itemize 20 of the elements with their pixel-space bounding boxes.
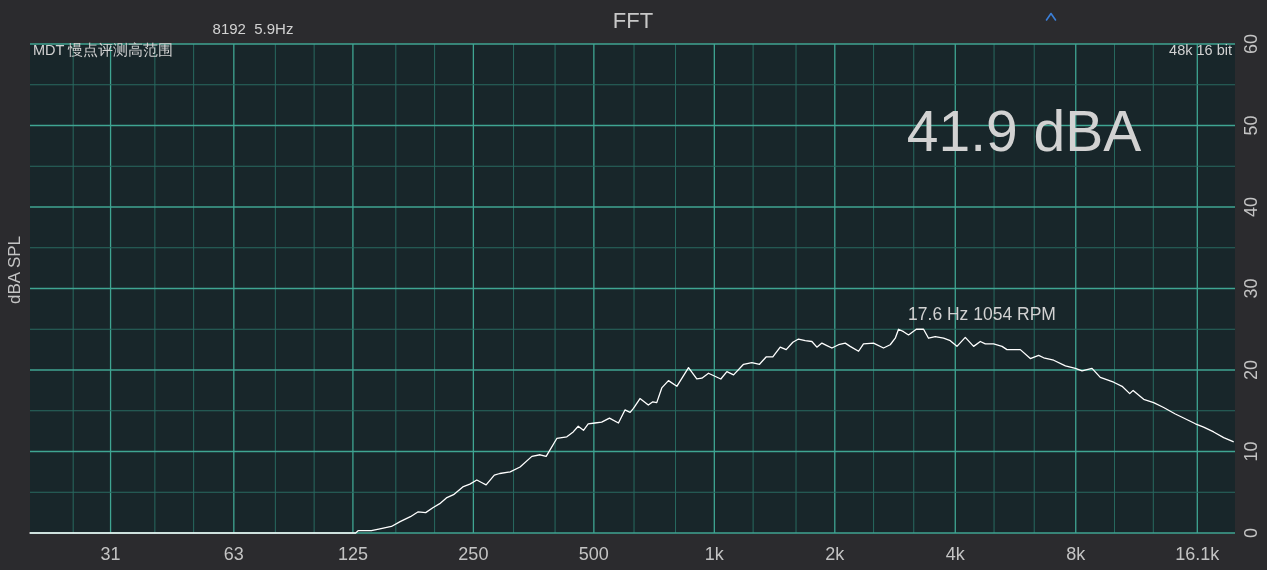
y-tick-label: 60 bbox=[1241, 33, 1261, 55]
y-axis-title: dBA SPL bbox=[4, 235, 24, 305]
y-tick-label: 0 bbox=[1241, 527, 1261, 539]
x-tick-label: 16.1k bbox=[1175, 544, 1221, 564]
y-tick-label: 40 bbox=[1241, 196, 1261, 218]
y-tick-label: 30 bbox=[1241, 278, 1261, 299]
x-tick-label: 125 bbox=[337, 544, 368, 564]
y-tick-label: 10 bbox=[1241, 441, 1261, 462]
y-tick-label: 20 bbox=[1241, 359, 1261, 381]
x-tick-label: 500 bbox=[578, 544, 609, 564]
text: 8192 5.9Hz bbox=[212, 20, 294, 37]
x-tick-label: 4k bbox=[945, 544, 966, 564]
x-tick-label: 8k bbox=[1066, 544, 1087, 564]
x-tick-label: 250 bbox=[458, 544, 489, 564]
x-tick-label: 1k bbox=[704, 544, 725, 564]
y-tick-label: 50 bbox=[1241, 115, 1261, 136]
x-tick-label: 63 bbox=[223, 544, 244, 564]
x-tick-label: 2k bbox=[825, 544, 846, 564]
x-tick-label: 31 bbox=[100, 544, 121, 564]
chart-title: FFT bbox=[612, 8, 654, 33]
